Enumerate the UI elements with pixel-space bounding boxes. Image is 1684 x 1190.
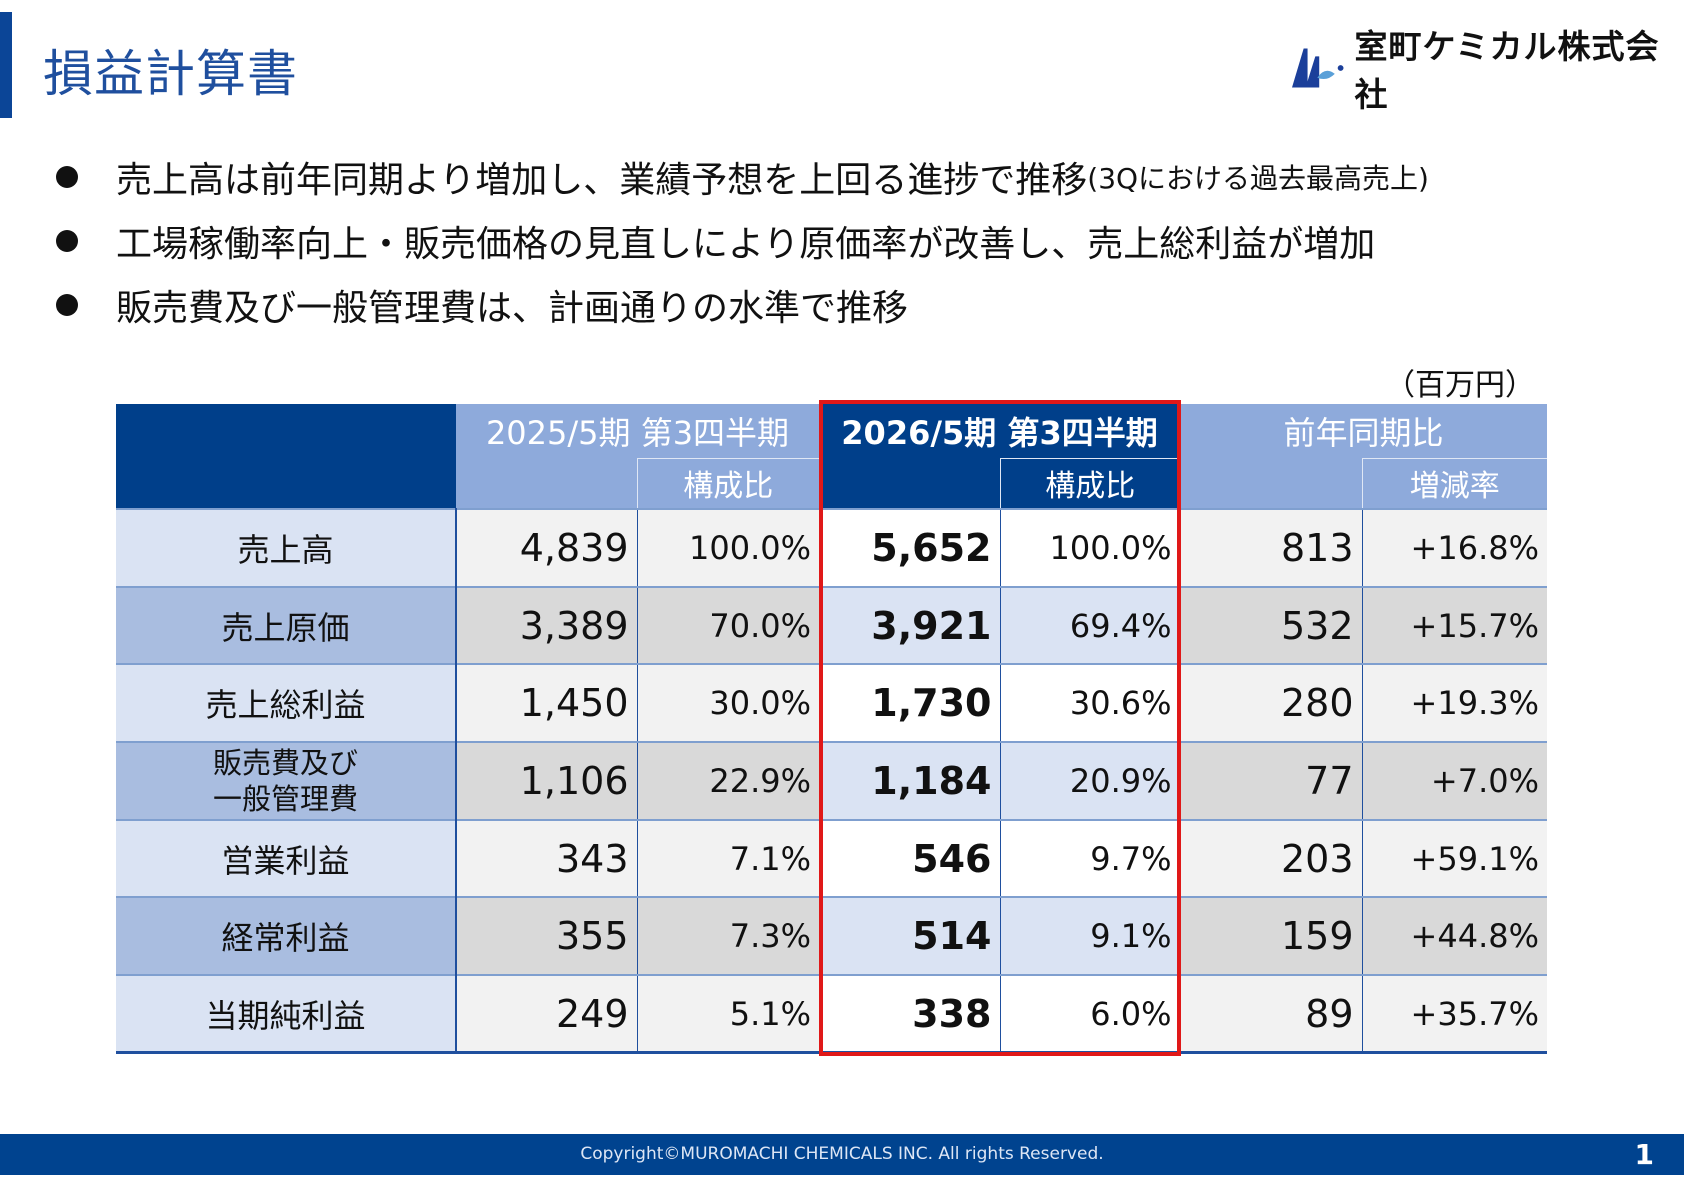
table-row: 経常利益 355 7.3% 514 9.1% 159 +44.8% bbox=[116, 896, 1548, 976]
curr-value: 514 bbox=[819, 896, 1001, 976]
yoy-rate: +19.3% bbox=[1362, 663, 1548, 743]
header-curr-ratio: 構成比 bbox=[999, 457, 1180, 509]
row-label: 販売費及び 一般管理費 bbox=[116, 741, 457, 820]
yoy-rate: +16.8% bbox=[1362, 508, 1548, 587]
row-label: 売上高 bbox=[116, 508, 457, 587]
company-logo: 室町ケミカル株式会社 bbox=[1292, 27, 1684, 114]
row-label: 売上原価 bbox=[116, 585, 457, 665]
yoy-rate: +59.1% bbox=[1362, 818, 1548, 898]
table-row: 当期純利益 249 5.1% 338 6.0% 89 +35.7% bbox=[116, 974, 1548, 1053]
yoy-rate: +44.8% bbox=[1362, 896, 1548, 976]
curr-ratio: 30.6% bbox=[1000, 663, 1180, 743]
yoy-diff: 532 bbox=[1179, 585, 1363, 665]
prev-ratio: 100.0% bbox=[637, 508, 819, 587]
row-label: 営業利益 bbox=[116, 818, 457, 898]
yoy-diff: 89 bbox=[1179, 974, 1363, 1053]
prev-ratio: 30.0% bbox=[637, 663, 819, 743]
table-row: 売上原価 3,389 70.0% 3,921 69.4% 532 +15.7% bbox=[116, 585, 1548, 665]
curr-value: 338 bbox=[819, 974, 1001, 1053]
bullet-item: 売上高は前年同期より増加し、業績予想を上回る進捗で推移 (3Qにおける過去最高売上… bbox=[52, 145, 1429, 209]
bullet-icon bbox=[56, 294, 78, 316]
curr-value: 5,652 bbox=[819, 508, 1001, 587]
yoy-rate: +35.7% bbox=[1362, 974, 1548, 1053]
yoy-diff: 813 bbox=[1179, 508, 1363, 587]
header-change-rate: 増減率 bbox=[1361, 457, 1548, 509]
prev-ratio: 70.0% bbox=[637, 585, 819, 665]
yoy-diff: 280 bbox=[1179, 663, 1363, 743]
header-blank bbox=[116, 404, 456, 509]
page-number: 1 bbox=[1634, 1138, 1654, 1171]
footer: Copyright©MUROMACHI CHEMICALS INC. All r… bbox=[0, 1134, 1684, 1175]
row-label: 経常利益 bbox=[116, 896, 457, 976]
prev-ratio: 5.1% bbox=[637, 974, 819, 1053]
prev-value: 249 bbox=[456, 974, 638, 1053]
prev-value: 1,106 bbox=[456, 741, 638, 820]
yoy-rate: +7.0% bbox=[1362, 741, 1548, 820]
table-row: 売上総利益 1,450 30.0% 1,730 30.6% 280 +19.3% bbox=[116, 663, 1548, 743]
curr-value: 1,730 bbox=[819, 663, 1001, 743]
curr-value: 1,184 bbox=[819, 741, 1001, 820]
prev-ratio: 22.9% bbox=[637, 741, 819, 820]
curr-ratio: 9.7% bbox=[1000, 818, 1180, 898]
curr-value: 3,921 bbox=[819, 585, 1001, 665]
table-row: 営業利益 343 7.1% 546 9.7% 203 +59.1% bbox=[116, 818, 1548, 898]
bullet-item: 工場稼働率向上・販売価格の見直しにより原価率が改善し、売上総利益が増加 bbox=[52, 209, 1429, 273]
header-curr-period: 2026/5期 第3四半期 bbox=[819, 404, 1180, 458]
header-yoy: 前年同期比 bbox=[1180, 404, 1548, 458]
curr-ratio: 100.0% bbox=[1000, 508, 1180, 587]
prev-value: 355 bbox=[456, 896, 638, 976]
summary-bullets: 売上高は前年同期より増加し、業績予想を上回る進捗で推移 (3Qにおける過去最高売上… bbox=[52, 145, 1429, 337]
table-bottom-rule bbox=[116, 1051, 1547, 1054]
prev-value: 4,839 bbox=[456, 508, 638, 587]
yoy-diff: 203 bbox=[1179, 818, 1363, 898]
yoy-rate: +15.7% bbox=[1362, 585, 1548, 665]
company-logo-icon bbox=[1292, 48, 1344, 88]
unit-label: （百万円） bbox=[1385, 368, 1535, 403]
curr-ratio: 69.4% bbox=[1000, 585, 1180, 665]
bullet-item: 販売費及び一般管理費は、計画通りの水準で推移 bbox=[52, 273, 1429, 337]
header-prev-ratio: 構成比 bbox=[636, 457, 819, 509]
row-label: 売上総利益 bbox=[116, 663, 457, 743]
bullet-icon bbox=[56, 230, 78, 252]
title-accent-bar bbox=[0, 12, 12, 118]
company-name: 室町ケミカル株式会社 bbox=[1354, 27, 1660, 114]
table-row: 売上高 4,839 100.0% 5,652 100.0% 813 +16.8% bbox=[116, 508, 1548, 587]
header-prev-period: 2025/5期 第3四半期 bbox=[456, 404, 819, 458]
row-label: 当期純利益 bbox=[116, 974, 457, 1053]
yoy-diff: 159 bbox=[1179, 896, 1363, 976]
curr-ratio: 20.9% bbox=[1000, 741, 1180, 820]
prev-value: 343 bbox=[456, 818, 638, 898]
curr-ratio: 6.0% bbox=[1000, 974, 1180, 1053]
table-row: 販売費及び 一般管理費 1,106 22.9% 1,184 20.9% 77 +7.0% bbox=[116, 741, 1548, 820]
prev-value: 1,450 bbox=[456, 663, 638, 743]
prev-ratio: 7.1% bbox=[637, 818, 819, 898]
income-statement-table: 2025/5期 第3四半期 2026/5期 第3四半期 前年同期比 構成比 構成… bbox=[116, 404, 1548, 1053]
copyright: Copyright©MUROMACHI CHEMICALS INC. All r… bbox=[580, 1144, 1104, 1164]
prev-value: 3,389 bbox=[456, 585, 638, 665]
yoy-diff: 77 bbox=[1179, 741, 1363, 820]
curr-value: 546 bbox=[819, 818, 1001, 898]
bullet-icon bbox=[56, 166, 78, 188]
prev-ratio: 7.3% bbox=[637, 896, 819, 976]
page-title: 損益計算書 bbox=[43, 45, 298, 103]
curr-ratio: 9.1% bbox=[1000, 896, 1180, 976]
